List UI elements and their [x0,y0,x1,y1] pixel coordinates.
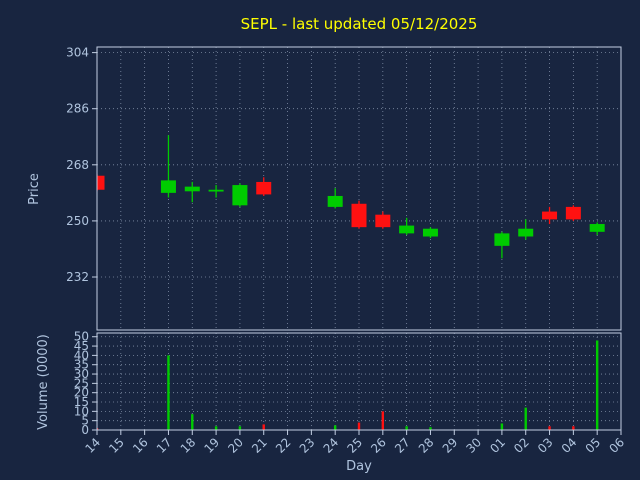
x-tick-label: 30 [464,435,485,456]
candle [494,231,510,259]
x-tick-label: 02 [511,435,532,456]
candle-body [160,180,176,193]
x-tick-label: 14 [82,435,103,456]
candle-body [422,228,438,237]
x-tick-label: 16 [130,435,151,456]
y-tick-label: 268 [66,158,89,172]
y-tick-label: 35 [74,358,89,372]
volume-bar [333,425,337,430]
x-tick-label: 15 [106,435,127,456]
x-tick-label: 18 [178,435,199,456]
y-tick-label: 50 [74,330,89,344]
candle [351,200,367,229]
y-tick-label: 10 [74,404,89,418]
volume-bar [262,424,265,430]
candle [518,219,534,240]
volume-bar [524,407,527,430]
volume-axis-label: Volume (0000) [36,334,51,430]
volume-bar [595,340,599,430]
candle-body [565,206,581,220]
candle [160,135,176,198]
x-tick-label: 29 [440,435,461,456]
y-tick-label: 15 [74,395,89,409]
x-tick-label: 21 [249,435,270,456]
volume-bar [405,426,408,430]
volume-bar [191,414,194,430]
candle-body [97,175,105,190]
x-tick-label: 24 [321,435,342,456]
candle-body [399,225,415,234]
y-tick-label: 40 [74,348,89,362]
x-tick-label: 22 [273,435,294,456]
candle [565,205,581,221]
y-tick-label: 232 [66,270,89,284]
x-tick-label: 19 [202,435,223,456]
candle [327,188,343,209]
volume-bar [500,423,504,430]
volume-bar [214,426,218,430]
y-tick-label: 286 [66,102,89,116]
x-tick-label: 27 [392,435,413,456]
volume-bar [548,426,551,430]
y-tick-label: 250 [66,214,89,228]
x-tick-label: 06 [606,435,627,456]
volume-bar [572,426,575,430]
candle [184,181,200,203]
candle [375,211,391,229]
x-tick-label: 17 [154,435,175,456]
x-tick-label: 28 [416,435,437,456]
y-tick-label: 20 [74,386,89,400]
candle [542,206,558,225]
candle [232,183,248,207]
candle-body [327,195,343,207]
candle [97,174,105,192]
volume-bar [167,355,170,430]
y-tick-label: 25 [74,376,89,390]
volume-bar [357,422,361,430]
y-tick-label: 5 [81,414,89,428]
x-axis-label: Day [346,459,372,474]
y-tick-label: 0 [81,423,89,437]
candle [208,185,224,198]
candle [422,227,438,239]
candle-body [184,186,200,192]
x-tick-label: 26 [368,435,389,456]
x-tick-label: 03 [535,435,556,456]
candle [256,177,272,196]
candle-body [256,181,272,195]
price-axis-label: Price [27,173,42,205]
candle-body [542,211,558,220]
candle-body [494,233,510,246]
x-tick-label: 01 [487,435,508,456]
axes-border [96,46,622,331]
x-tick-label: 04 [559,435,580,456]
candle-body [232,185,248,206]
candle-body [208,189,224,192]
candle-body [589,224,605,232]
chart-title: SEPL - last updated 05/12/2025 [241,15,478,33]
y-tick-label: 304 [66,46,89,60]
plot-area [97,135,605,259]
candle [399,217,415,235]
x-tick-label: 23 [297,435,318,456]
plot-area [97,340,599,430]
candle-body [351,203,367,228]
volume-bar [429,427,432,430]
x-tick-label: 20 [225,435,246,456]
candle [589,222,605,235]
y-tick-label: 45 [74,339,89,353]
volume-bar [97,428,99,430]
price-plot: 304 286 268 250 232 [66,46,622,331]
x-tick-label: 05 [583,435,604,456]
x-tick-label: 25 [344,435,365,456]
y-tick-label: 30 [74,367,89,381]
candle-body [375,214,391,228]
volume-bar [238,426,242,430]
volume-bar [381,411,385,430]
candle-body [518,228,534,237]
